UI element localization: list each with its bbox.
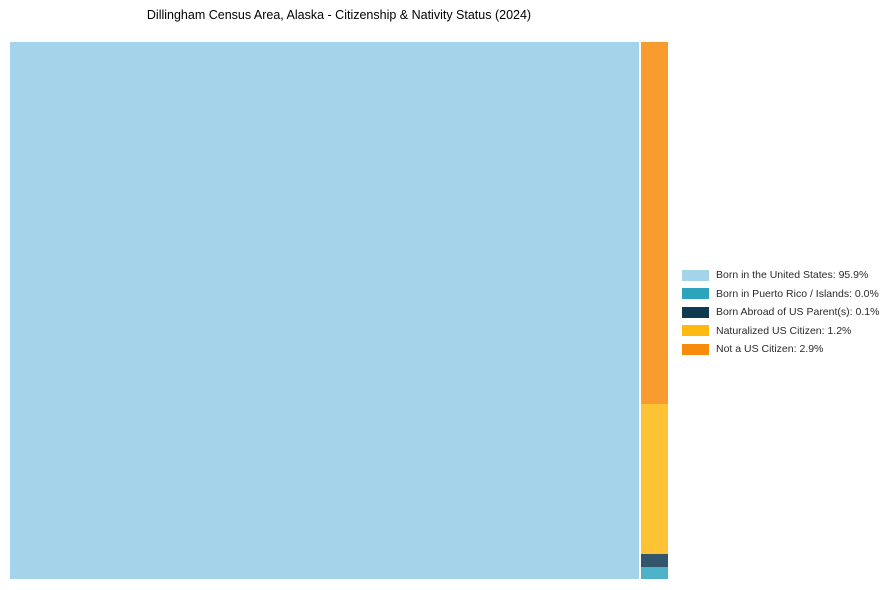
treemap-tile-born-in-us[interactable] [10, 42, 640, 579]
legend-item-born-abroad-us-parents[interactable]: Born Abroad of US Parent(s): 0.1% [682, 303, 879, 322]
treemap-tile-not-us-citizen[interactable] [641, 42, 668, 405]
treemap-plot [10, 42, 668, 579]
legend-swatch-icon [682, 306, 709, 318]
legend-item-label: Born in Puerto Rico / Islands: 0.0% [716, 287, 879, 300]
legend-item-naturalized-citizen[interactable]: Naturalized US Citizen: 1.2% [682, 322, 879, 341]
legend-item-label: Naturalized US Citizen: 1.2% [716, 324, 852, 337]
legend-item-born-in-us[interactable]: Born in the United States: 95.9% [682, 266, 879, 285]
legend-item-born-puerto-rico-islands[interactable]: Born in Puerto Rico / Islands: 0.0% [682, 285, 879, 304]
treemap-tile-born-puerto-rico-islands[interactable] [641, 566, 668, 579]
legend-item-label: Born in the United States: 95.9% [716, 269, 869, 282]
legend-item-label: Born Abroad of US Parent(s): 0.1% [716, 306, 880, 319]
treemap-minor-column [641, 42, 668, 579]
treemap-tile-naturalized-citizen[interactable] [641, 404, 668, 555]
legend-item-not-us-citizen[interactable]: Not a US Citizen: 2.9% [682, 340, 879, 359]
chart-title: Dillingham Census Area, Alaska - Citizen… [146, 8, 532, 22]
legend-swatch-icon [682, 269, 709, 281]
treemap-tile-born-abroad-us-parents[interactable] [641, 554, 668, 567]
legend: Born in the United States: 95.9% Born in… [682, 266, 879, 359]
legend-item-label: Not a US Citizen: 2.9% [716, 343, 824, 356]
legend-swatch-icon [682, 325, 709, 337]
legend-swatch-icon [682, 343, 709, 355]
legend-swatch-icon [682, 288, 709, 300]
